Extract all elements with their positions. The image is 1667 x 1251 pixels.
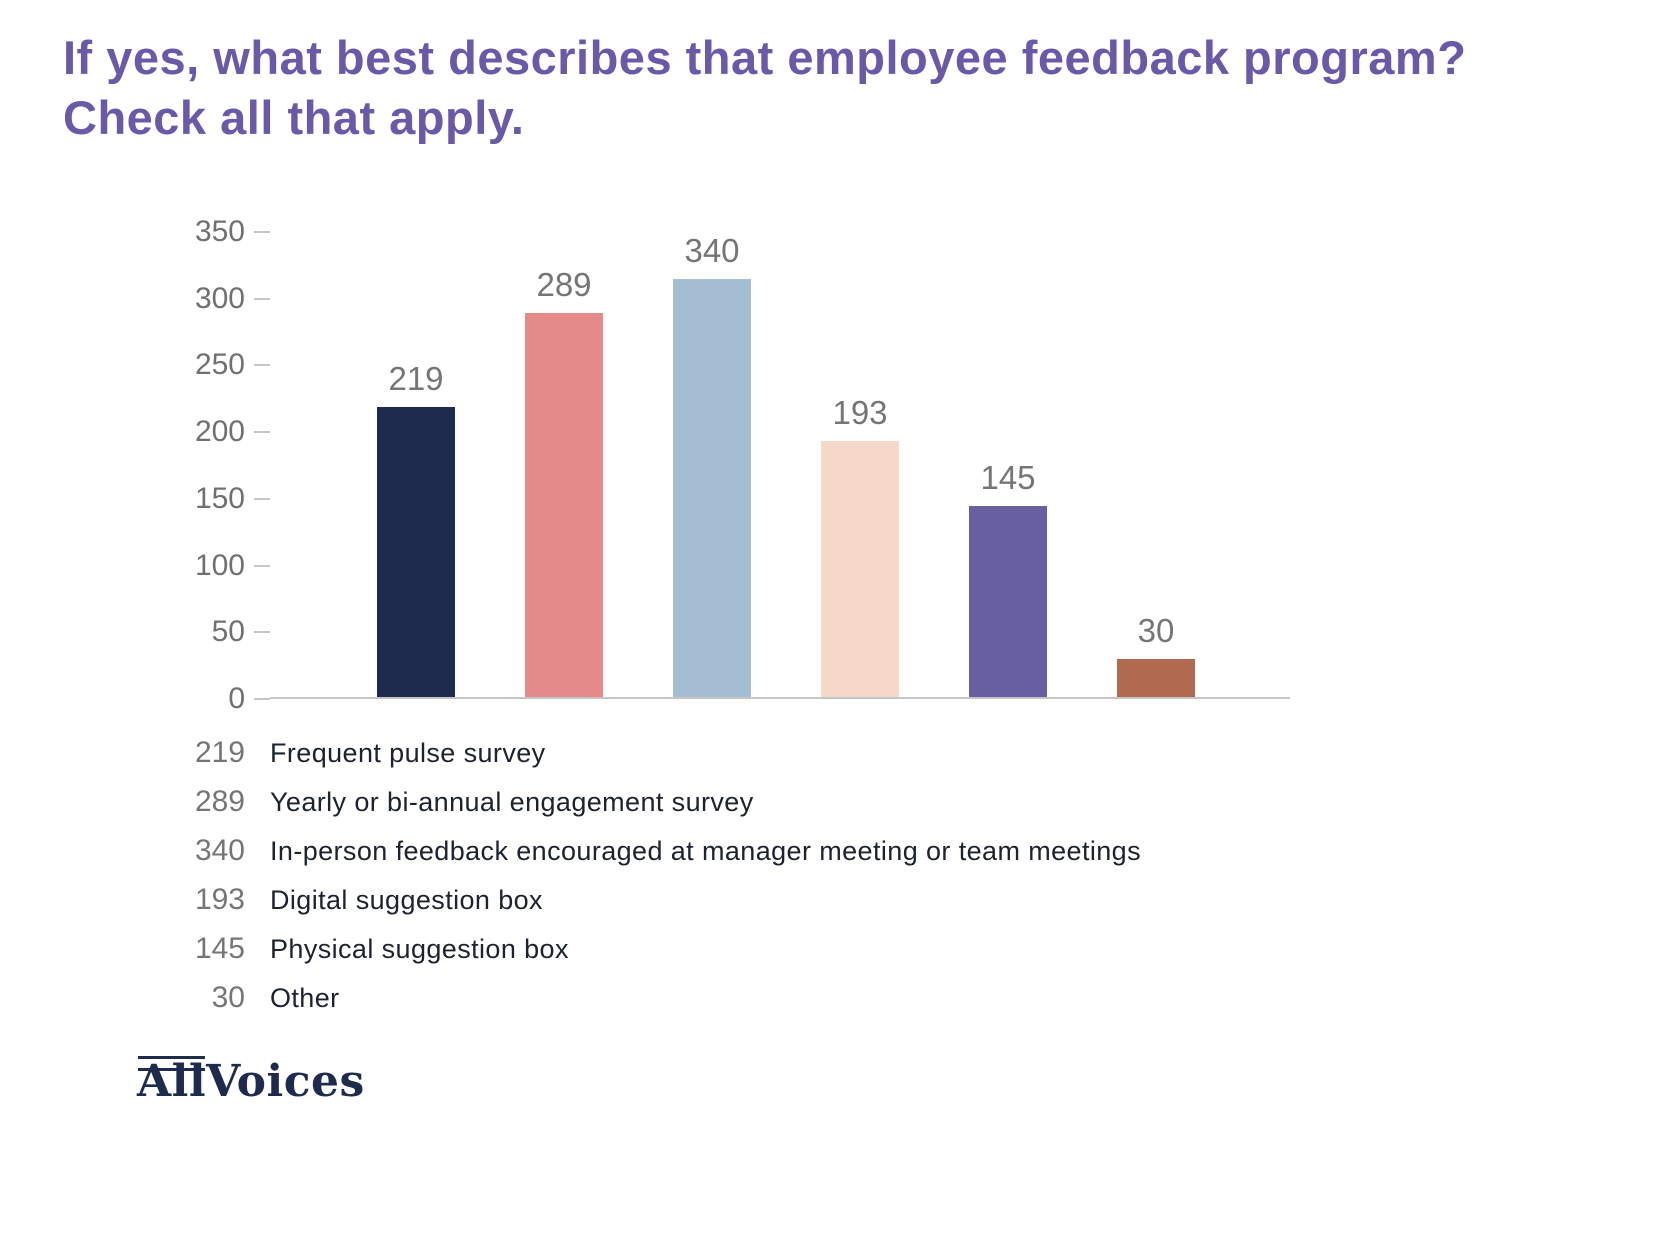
legend-value-1: 289 — [194, 785, 245, 818]
y-axis-tick-100: 100 — [0, 548, 270, 582]
y-tick-label: 350 — [194, 215, 245, 248]
y-tick-label: 250 — [194, 348, 245, 382]
y-tick-label: 300 — [194, 281, 245, 315]
bar-value-label: 193 — [832, 394, 888, 432]
legend-value-2: 340 — [194, 834, 245, 867]
bar-chart: 350 300 250 200 150 100 50 0 219 289 340 193 145 30 — [195, 215, 1290, 715]
y-tick-mark — [254, 431, 270, 434]
y-axis-tick-0: 0 — [0, 682, 270, 715]
chart-legend: 219 Frequent pulse survey 289 Yearly or bi-… — [63, 736, 1141, 1015]
legend-label-1: Yearly or bi-annual engagement survey — [270, 787, 754, 817]
bar-value-label: 145 — [980, 458, 1036, 496]
bar-group-5: 30 — [1082, 232, 1230, 699]
y-axis-tick-350: 350 — [0, 215, 270, 248]
y-axis: 350 300 250 200 150 100 50 0 — [0, 215, 270, 715]
y-tick-label: 0 — [228, 682, 245, 715]
bar-rect-4 — [969, 505, 1047, 699]
y-axis-tick-300: 300 — [0, 281, 270, 315]
y-tick-mark — [254, 364, 270, 367]
y-tick-label: 100 — [194, 548, 245, 582]
bar-rect-2 — [673, 279, 751, 699]
bar-value-label: 340 — [684, 232, 740, 269]
chart-title: If yes, what best describes that employe… — [63, 31, 1467, 145]
legend-value-3: 193 — [194, 883, 245, 916]
legend-label-2: In-person feedback encouraged at manager… — [270, 836, 1142, 866]
bar-group-2: 340 — [638, 232, 786, 699]
y-axis-tick-200: 200 — [0, 415, 270, 449]
y-tick-mark — [254, 698, 270, 700]
bar-rect-5 — [1117, 658, 1195, 699]
y-axis-tick-150: 150 — [0, 481, 270, 515]
bar-group-1: 289 — [490, 232, 638, 699]
bar-value-label: 30 — [1137, 611, 1175, 649]
bar-rect-0 — [377, 406, 455, 699]
logo-all-text: All — [137, 1056, 207, 1107]
bar-value-label: 219 — [388, 359, 444, 397]
y-axis-tick-250: 250 — [0, 348, 270, 382]
legend-value-5: 30 — [211, 981, 245, 1014]
y-tick-mark — [254, 564, 270, 567]
legend-label-5: Other — [270, 983, 340, 1013]
bar-group-4: 145 — [934, 232, 1082, 699]
y-tick-label: 200 — [194, 415, 245, 449]
y-tick-label: 50 — [211, 615, 245, 649]
y-tick-label: 150 — [194, 481, 245, 515]
bars-area: 219 289 340 193 145 30 — [342, 232, 1230, 699]
bar-rect-1 — [525, 313, 603, 699]
bar-value-label: 289 — [536, 266, 592, 304]
legend-value-0: 219 — [194, 736, 245, 769]
y-tick-mark — [254, 497, 270, 500]
y-tick-mark — [254, 231, 270, 233]
y-axis-tick-50: 50 — [0, 615, 270, 649]
legend-label-3: Digital suggestion box — [270, 885, 543, 915]
legend-label-0: Frequent pulse survey — [270, 738, 546, 768]
y-tick-mark — [254, 631, 270, 634]
legend-label-4: Physical suggestion box — [270, 934, 569, 964]
legend-value-4: 145 — [194, 932, 245, 965]
bar-group-3: 193 — [786, 232, 934, 699]
bar-rect-3 — [821, 441, 899, 699]
bar-group-0: 219 — [342, 232, 490, 699]
x-axis-baseline — [270, 697, 1290, 699]
allvoices-logo: AllVoices — [137, 1056, 365, 1107]
logo-voices-text: Voices — [206, 1056, 365, 1107]
y-tick-mark — [254, 297, 270, 300]
